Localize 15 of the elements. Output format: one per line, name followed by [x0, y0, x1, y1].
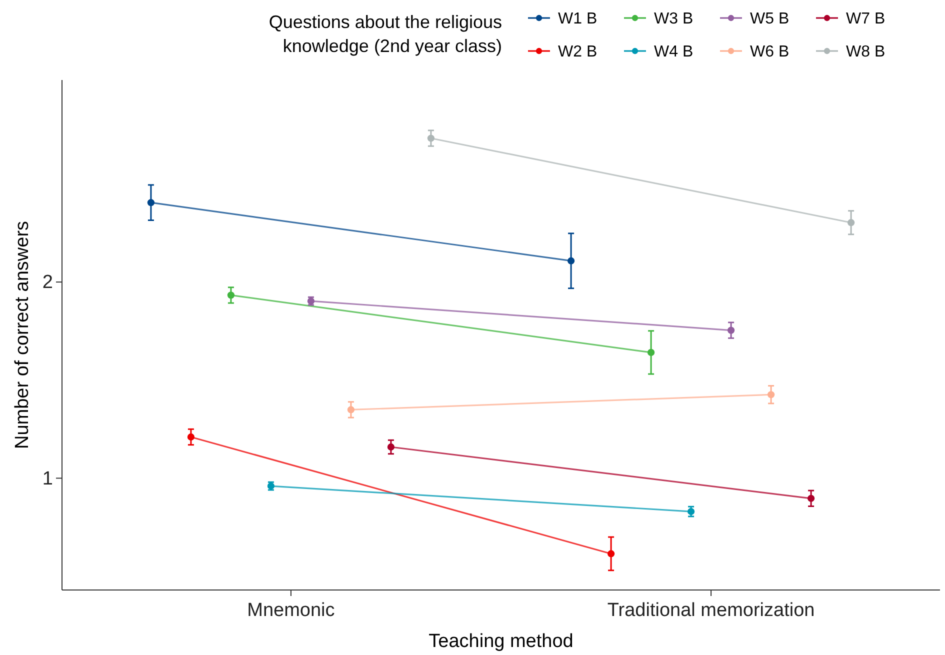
legend-label: W1 B — [558, 10, 598, 28]
x-tick-label: Traditional memorization — [607, 600, 815, 622]
y-tick-label: 1 — [42, 468, 53, 490]
legend-label: W7 B — [846, 10, 886, 28]
y-axis-title: Number of correct answers — [12, 220, 33, 450]
legend-label: W2 B — [558, 44, 598, 61]
legend-label: W4 B — [654, 44, 694, 61]
x-tick-label: Mnemonic — [247, 600, 335, 622]
legend-label: W3 B — [654, 10, 694, 28]
legend-label: W8 B — [846, 44, 886, 61]
x-axis-title: Teaching method — [428, 631, 574, 652]
legend-label: W5 B — [750, 10, 790, 28]
y-tick-label: 2 — [42, 272, 53, 294]
legend-title: Questions about the religious knowledge (2nd year class) — [268, 12, 502, 56]
legend-label: W6 B — [750, 44, 790, 61]
